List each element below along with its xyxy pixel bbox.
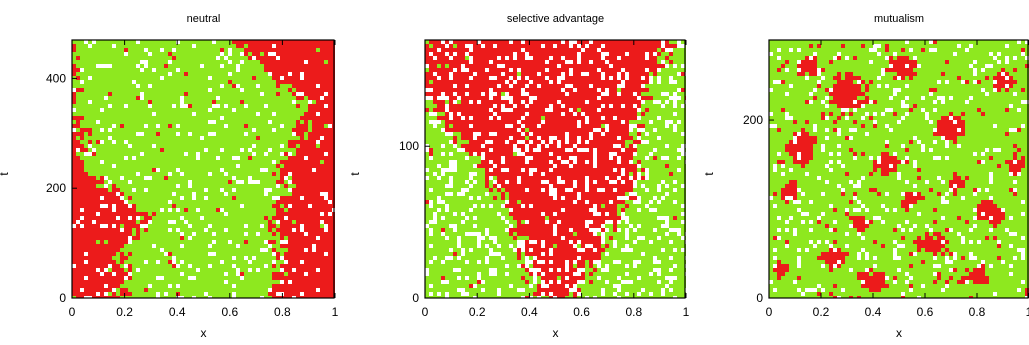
x-tick-label: 0.8 [625,305,642,319]
x-tick-label: 0.2 [116,305,133,319]
x-tick-label: 0.8 [969,305,986,319]
y-tick-label: 200 [743,113,763,127]
x-tick-label: 0.4 [169,305,186,319]
panel-1: neutral 0 0.2 0.4 0.6 0.8 1 0 200 400 x t [0,13,339,340]
x-axis-label: x [553,326,559,340]
x-tick-label: 1 [683,305,690,319]
plot-frame [71,39,335,299]
heatmap-field [769,40,1029,298]
y-axis-label: t [0,172,11,176]
x-tick-label: 0.6 [221,305,238,319]
chart-title: neutral [187,13,221,25]
y-axis-label: t [702,172,716,176]
heatmap-field [425,40,686,298]
x-tick-label: 1 [1026,305,1029,319]
y-tick-label: 0 [756,291,763,305]
x-tick-label: 0.4 [521,305,538,319]
panel-3: mutualism 0 0.2 0.4 0.6 0.8 1 0 200 x t [702,13,1029,340]
x-tick-label: 1 [332,305,339,319]
x-axis-label: x [896,326,902,340]
y-tick-label: 400 [46,71,66,85]
green-domain [769,40,1029,298]
plot-frame [768,39,1029,299]
red-domain [72,40,335,298]
chart-title: mutualism [874,13,924,25]
y-tick-label: 200 [46,181,66,195]
red-domain [425,40,686,298]
chart-title: selective advantage [507,13,604,25]
panel-2: selective advantage 0 0.2 0.4 0.6 0.8 1 0 100 x t [348,13,690,340]
red-domain [773,40,1029,298]
x-tick-label: 0 [69,305,76,319]
plot-frame [424,39,686,299]
y-axis-label: t [348,172,362,176]
green-domain [425,40,686,298]
x-tick-label: 0 [422,305,429,319]
x-tick-label: 0.2 [469,305,486,319]
y-tick-label: 0 [412,291,419,305]
heatmap-field [72,40,335,298]
y-tick-label: 100 [399,139,419,153]
x-axis-label: x [201,326,207,340]
x-tick-label: 0.4 [865,305,882,319]
x-tick-label: 0.6 [917,305,934,319]
x-tick-label: 0.2 [813,305,830,319]
x-tick-label: 0.6 [573,305,590,319]
x-tick-label: 0.8 [274,305,291,319]
y-tick-label: 0 [59,291,66,305]
x-tick-label: 0 [766,305,773,319]
